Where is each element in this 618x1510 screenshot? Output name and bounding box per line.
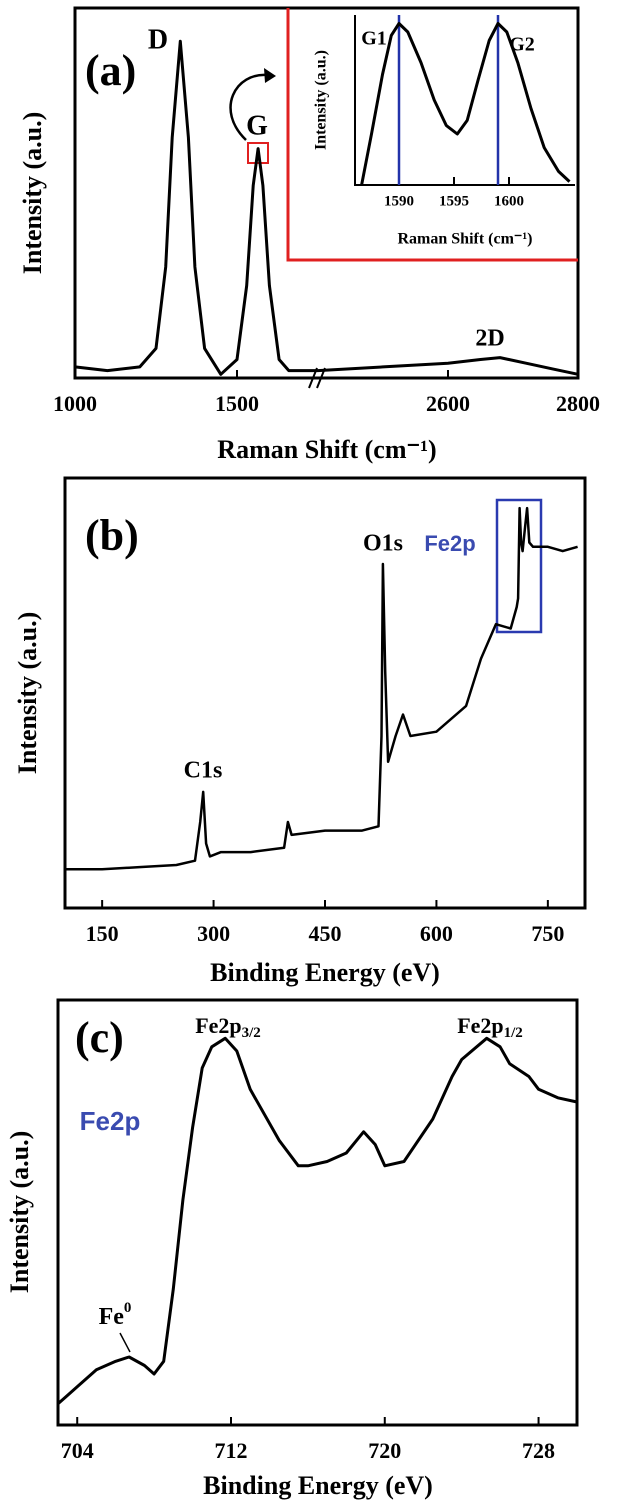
- annotation: O1s: [363, 531, 403, 557]
- annotation: Fe2p3/2: [195, 1013, 261, 1041]
- x-axis-label: Binding Energy (eV): [203, 1471, 433, 1500]
- annotation-sup: 0: [124, 1300, 132, 1316]
- panel-label: (a): [85, 46, 136, 95]
- x-tick-label: 1500: [215, 391, 259, 416]
- annotation: Fe2p: [424, 531, 475, 556]
- plot-frame: [56, 998, 579, 1427]
- y-axis-label: Intensity (a.u.): [313, 50, 330, 150]
- annotation: 2D: [475, 326, 504, 352]
- y-axis-label: Intensity (a.u.): [13, 612, 42, 775]
- panel-label: (b): [85, 511, 139, 560]
- annotation: G1: [361, 28, 387, 50]
- panel-label: (c): [75, 1013, 124, 1062]
- x-tick-label: 704: [61, 1438, 94, 1463]
- x-tick-label: 600: [420, 921, 453, 946]
- x-tick-label: 1000: [53, 391, 97, 416]
- x-tick-label: 2800: [556, 391, 600, 416]
- x-tick-label: 1595: [439, 193, 469, 209]
- x-tick-label: 728: [522, 1438, 555, 1463]
- annotation-text: Fe2p: [80, 1106, 141, 1136]
- annotation-text: Fe2p: [457, 1013, 503, 1038]
- annotation-text: Fe: [99, 1304, 125, 1330]
- x-tick-label: 1600: [494, 193, 524, 209]
- spectrum-line: [360, 22, 571, 186]
- annotation: G: [246, 110, 268, 141]
- x-tick-label: 712: [215, 1438, 248, 1463]
- plot-frame: [73, 6, 580, 380]
- annotation: D: [148, 24, 168, 55]
- annotation: Fe0: [99, 1300, 132, 1329]
- spectrum-line: [57, 1036, 578, 1405]
- annotation: G2: [509, 34, 535, 56]
- highlight-box: [495, 498, 543, 634]
- spectrum-line: [74, 39, 579, 376]
- y-axis-label: Intensity (a.u.): [18, 112, 47, 275]
- annotation-sub: 1/2: [504, 1025, 523, 1041]
- highlight-box: [247, 142, 269, 164]
- spectrum-line: [65, 506, 578, 871]
- arrow: [119, 1332, 131, 1353]
- inset-axes: [354, 15, 575, 186]
- x-axis-label: Binding Energy (eV): [210, 958, 440, 987]
- plot-frame: [63, 476, 587, 910]
- y-axis-label: Intensity (a.u.): [5, 1131, 34, 1294]
- inset-frame: [286, 8, 578, 262]
- arrow-head: [264, 68, 276, 83]
- x-tick-label: 150: [86, 921, 119, 946]
- annotation: Fe2p: [80, 1106, 141, 1136]
- annotation-text: Fe2p: [195, 1013, 241, 1038]
- x-tick-label: 300: [197, 921, 230, 946]
- x-axis-label: Raman Shift (cm⁻¹): [397, 231, 532, 248]
- annotation: Fe2p1/2: [457, 1013, 523, 1041]
- x-tick-label: 750: [531, 921, 564, 946]
- x-tick-label: 1590: [384, 193, 414, 209]
- arrow: [229, 73, 269, 141]
- x-axis-label: Raman Shift (cm⁻¹): [217, 435, 436, 464]
- annotation: C1s: [184, 758, 223, 784]
- x-tick-label: 450: [309, 921, 342, 946]
- annotation-sub: 3/2: [242, 1025, 261, 1041]
- x-tick-label: 720: [368, 1438, 401, 1463]
- x-tick-label: 2600: [426, 391, 470, 416]
